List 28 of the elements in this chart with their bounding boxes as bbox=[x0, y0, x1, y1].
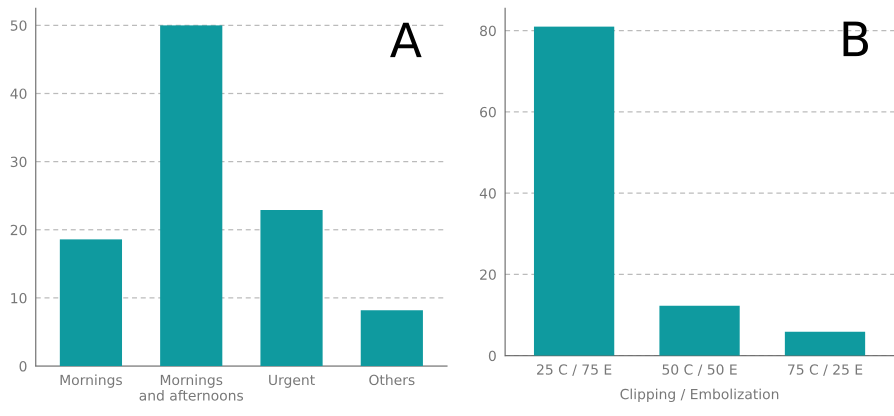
y-tick-label: 0 bbox=[20, 361, 27, 372]
x-tick-label: Others bbox=[369, 374, 414, 386]
bar bbox=[160, 25, 222, 366]
x-tick-label: Urgent bbox=[269, 374, 315, 388]
x-axis-title: Clipping / Embolization bbox=[620, 388, 778, 402]
y-tick-label: 0 bbox=[488, 350, 496, 362]
annotation: B bbox=[844, 22, 868, 56]
x-tick-label: Mornings bbox=[60, 374, 122, 388]
x-tick-label: Mornings and afternoons bbox=[140, 374, 244, 401]
y-tick-label: 10 bbox=[11, 292, 27, 304]
y-tick-label: 80 bbox=[480, 26, 496, 36]
bar bbox=[659, 306, 740, 356]
x-tick-label: 75 C / 25 E bbox=[788, 364, 862, 376]
y-tick-label: 20 bbox=[10, 224, 27, 236]
bar bbox=[260, 210, 323, 366]
y-tick-label: 20 bbox=[480, 269, 496, 280]
annotation: A bbox=[390, 22, 422, 58]
y-tick-label: 40 bbox=[480, 188, 496, 199]
y-tick-label: 40 bbox=[10, 88, 27, 99]
bar bbox=[534, 26, 614, 356]
x-tick-label: 50 C / 50 E bbox=[662, 364, 737, 376]
bar bbox=[784, 332, 866, 356]
y-tick-label: 50 bbox=[10, 20, 27, 31]
y-tick-label: 30 bbox=[10, 156, 27, 168]
x-tick-label: 25 C / 75 E bbox=[537, 364, 612, 376]
bar bbox=[60, 239, 122, 366]
bar bbox=[360, 310, 423, 366]
y-tick-label: 60 bbox=[480, 106, 496, 118]
